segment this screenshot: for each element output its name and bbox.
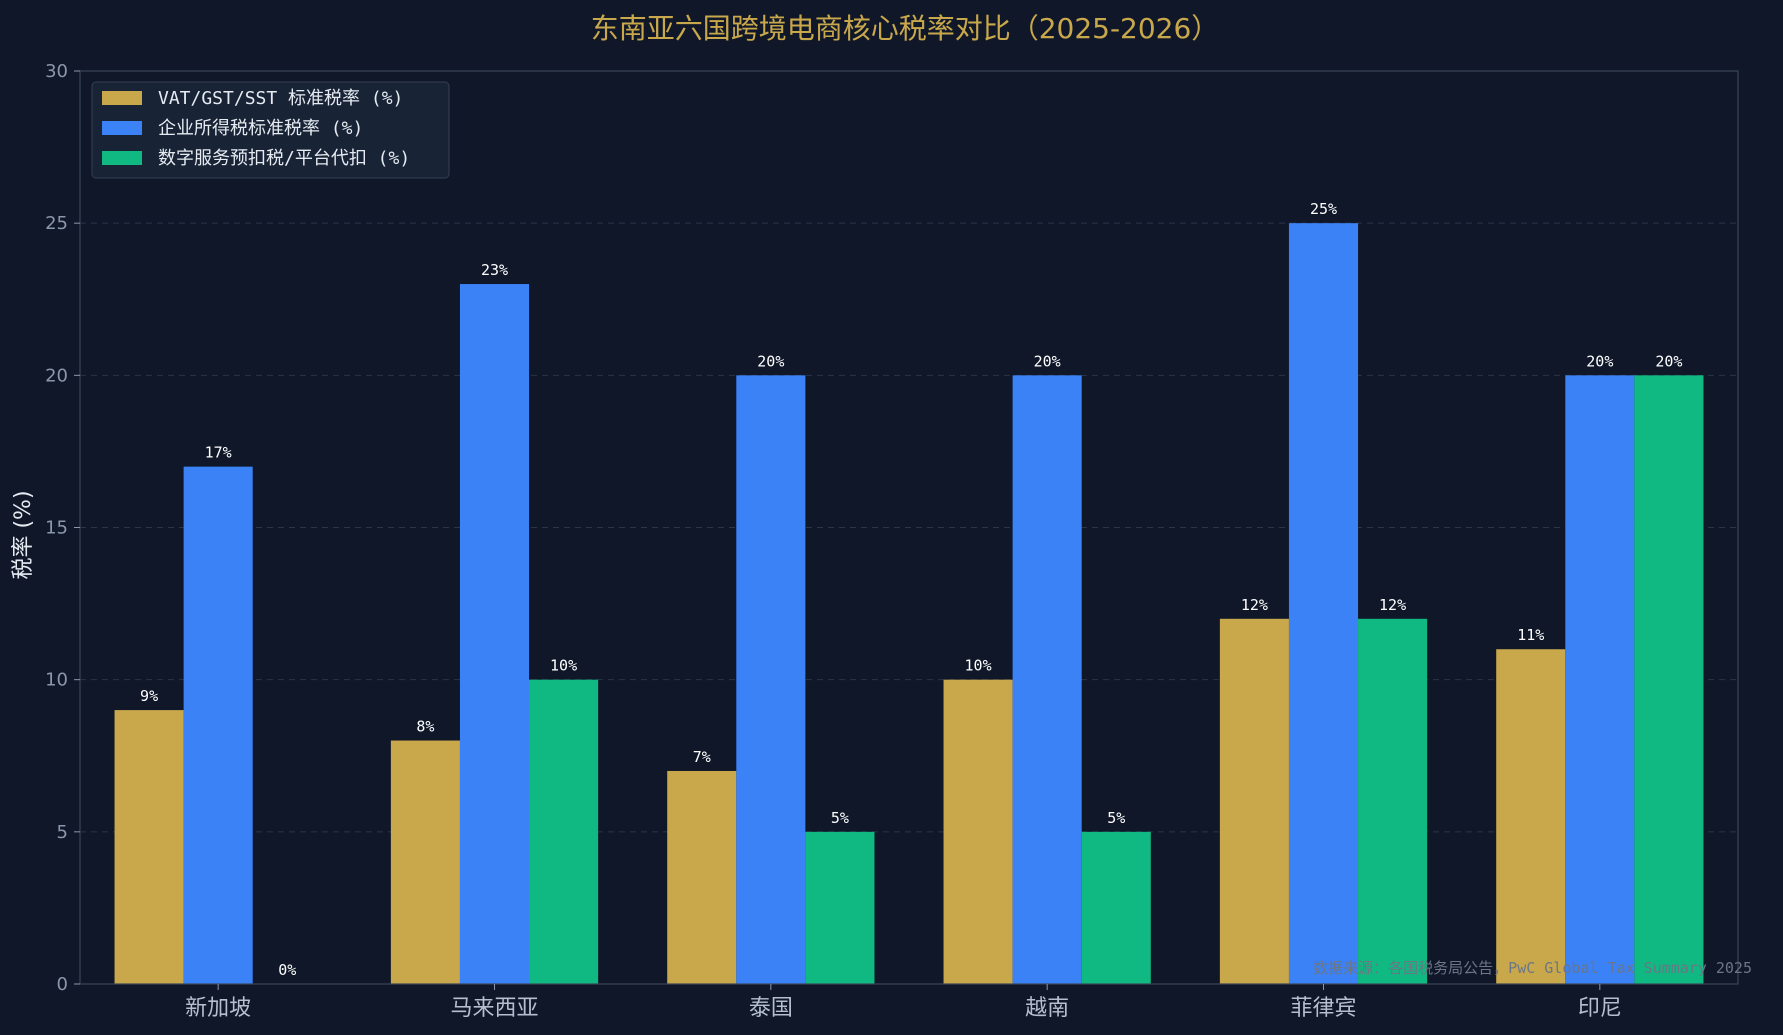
bar-value-label: 20% <box>1655 352 1682 370</box>
bar <box>1358 618 1428 984</box>
bar-value-label: 12% <box>1379 596 1406 614</box>
y-tick-label: 5 <box>57 822 68 843</box>
legend-box <box>91 81 450 179</box>
x-tick-label: 马来西亚 <box>450 996 538 1021</box>
bar <box>667 770 737 984</box>
bar <box>1634 375 1704 984</box>
legend-label: 企业所得税标准税率 (%) <box>158 118 363 139</box>
bar <box>1219 618 1289 984</box>
axes-group: 0 5 10 15 20 25 30 新加坡 马来西亚 泰国 越南 菲律宾 印尼 <box>45 61 1739 1021</box>
bar <box>1496 649 1566 984</box>
bar <box>459 284 530 984</box>
bar <box>1288 223 1359 984</box>
bar-value-label: 8% <box>416 718 434 736</box>
bar-value-label: 11% <box>1517 626 1544 644</box>
legend-label: 数字服务预扣税/平台代扣 (%) <box>158 148 410 169</box>
legend-label: VAT/GST/SST 标准税率 (%) <box>158 88 403 109</box>
x-tick-label: 越南 <box>1025 996 1069 1021</box>
x-tick-label: 泰国 <box>749 996 793 1021</box>
y-tick-label: 0 <box>57 974 68 995</box>
bar-value-label: 23% <box>481 261 508 279</box>
bars-group: 9% 17% 0% 8% 23% 10% 7% 20% 5% 10% 20% 5% 12% 25% 12% 1… <box>114 200 1704 985</box>
bar-value-label: 12% <box>1241 596 1268 614</box>
bar <box>736 375 806 984</box>
legend: VAT/GST/SST 标准税率 (%) 企业所得税标准税率 (%) 数字服务预扣税… <box>91 81 450 179</box>
bar-value-label: 10% <box>550 657 577 675</box>
bar-value-label: 20% <box>1034 352 1061 370</box>
bar-value-label: 5% <box>831 809 849 827</box>
y-tick-label: 15 <box>45 518 68 539</box>
bar <box>529 679 599 984</box>
x-tick-label: 新加坡 <box>185 996 251 1021</box>
bar <box>943 679 1013 984</box>
chart-title: 东南亚六国跨境电商核心税率对比（2025-2026） <box>591 12 1220 45</box>
x-tick-label: 印尼 <box>1578 996 1622 1021</box>
y-axis-label: 税率 (%) <box>11 490 36 579</box>
bar <box>1012 375 1082 984</box>
bar <box>114 710 184 984</box>
bar-value-label: 7% <box>693 748 711 766</box>
y-tick-label: 25 <box>45 213 68 234</box>
bar-value-label: 17% <box>205 444 232 462</box>
y-tick-label: 10 <box>45 670 68 691</box>
x-tick-label: 菲律宾 <box>1290 996 1356 1021</box>
bar-value-label: 0% <box>278 961 296 979</box>
legend-swatch <box>102 151 142 165</box>
legend-swatch <box>102 121 142 135</box>
bar <box>390 740 460 984</box>
bar-value-label: 20% <box>757 352 784 370</box>
bar <box>1565 375 1635 984</box>
bar <box>805 831 875 984</box>
bar <box>183 466 253 985</box>
bar-value-label: 9% <box>140 687 158 705</box>
bar <box>1081 831 1151 984</box>
source-note: 数据来源：各国税务局公告，PwC Global Tax Summary 2025 <box>1313 959 1752 977</box>
bar-value-label: 10% <box>965 657 992 675</box>
gridlines <box>80 222 1738 833</box>
bar-value-label: 5% <box>1107 809 1125 827</box>
y-tick-label: 30 <box>45 61 68 82</box>
y-tick-label: 20 <box>45 365 68 386</box>
legend-swatch <box>102 91 142 105</box>
bar-value-label: 25% <box>1310 200 1337 218</box>
bar-value-label: 20% <box>1586 352 1613 370</box>
